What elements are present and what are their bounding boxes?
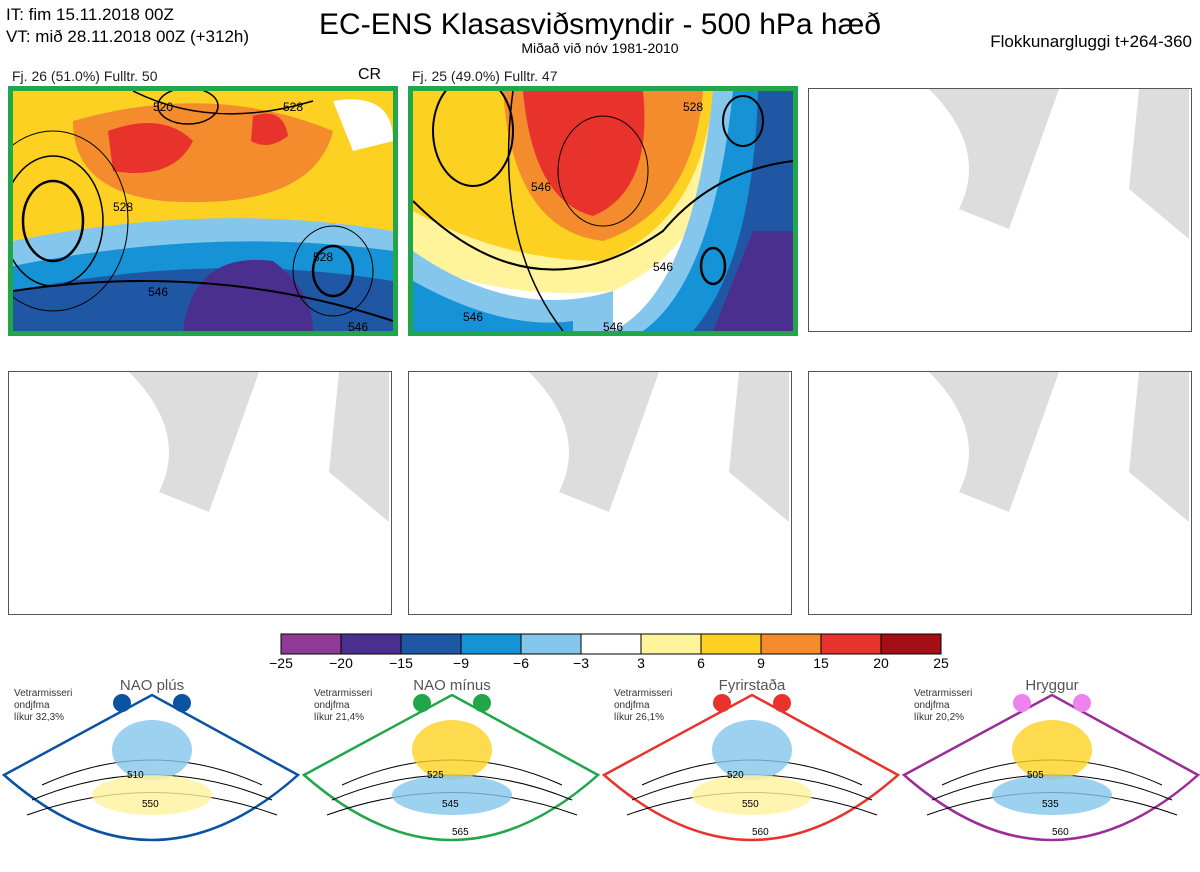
regime-info: Vetrarmisseri ondjfma líkur 26,1% [614,688,672,724]
regime-contour-label: 565 [452,827,469,838]
contour-label: 520 [153,100,173,114]
cluster-map-1[interactable]: 528 520 528 528 546 546 [8,86,398,336]
empty-map-5 [408,371,792,615]
regime-info-line: Vetrarmisseri [914,688,973,699]
colorbar-swatch [580,633,642,655]
regime-contour-label: 545 [442,799,459,810]
regime-contour-label: 510 [127,770,144,781]
regime-info-line: líkur 20,2% [914,712,965,723]
contour-label: 546 [603,320,623,331]
regime-info: Vetrarmisseri ondjfma líkur 21,4% [314,688,372,724]
regime-info-line: ondjfma [614,700,650,711]
regime-contour-label: 560 [752,827,769,838]
colorbar-tick: 6 [697,655,705,671]
regime-contour-label: 550 [142,799,159,810]
empty-map-6 [808,371,1192,615]
contour-label: 546 [148,285,168,299]
valid-time: VT: mið 28.11.2018 00Z (+312h) [6,27,250,46]
colorbar-swatch [760,633,822,655]
colorbar-tick: 15 [813,655,829,671]
contour-label: 528 [283,100,303,114]
regime-panel: 505 535 560 [901,675,1200,867]
colorbar-swatch [400,633,462,655]
colorbar [280,633,944,660]
regime-info-line: líkur 32,3% [14,712,65,723]
cluster-2-label: Fj. 25 (49.0%) Fulltr. 47 [412,68,558,84]
empty-map-3 [808,88,1192,332]
colorbar-swatch [880,633,942,655]
regime-info-line: Vetrarmisseri [14,688,73,699]
regime-contour-label: 535 [1042,799,1059,810]
colorbar-tick: −9 [453,655,469,671]
colorbar-swatch [340,633,402,655]
colorbar-tick: 3 [637,655,645,671]
contour-label: 546 [463,310,483,324]
regime-name: NAO mínus [413,677,491,694]
regime-info: Vetrarmisseri ondjfma líkur 32,3% [14,688,72,724]
colorbar-swatch [460,633,522,655]
contour-label: 528 [113,200,133,214]
regime-panel: 520 550 560 [601,675,901,867]
regime-contour-label: 550 [742,799,759,810]
contour-label: 528 [683,100,703,114]
regime-contour-label: 520 [727,770,744,781]
init-time: IT: fim 15.11.2018 00Z [6,5,174,24]
regime-info-line: líkur 26,1% [614,712,665,723]
contour-label: 528 [313,250,333,264]
colorbar-swatch [520,633,582,655]
colorbar-tick: −3 [573,655,589,671]
regime-name: NAO plús [119,677,185,694]
colorbar-swatch [700,633,762,655]
regime-contour-label: 505 [1027,770,1044,781]
regime-contour-label: 525 [427,770,444,781]
window-label: Flokkunargluggi t+264-360 [990,32,1192,51]
contour-label: 546 [531,180,551,194]
cluster-1-tag: CR [358,66,382,83]
cluster-map-2[interactable]: 546 528 546 546 546 [408,86,798,336]
regime-info-line: ondjfma [914,700,950,711]
regime-info-line: ondjfma [14,700,50,711]
colorbar-tick: −15 [389,655,413,671]
colorbar-swatch [640,633,702,655]
colorbar-tick: 25 [933,655,949,671]
regime-panel: 525 545 565 [301,675,601,867]
empty-map-4 [8,371,392,615]
page-subtitle: Miðað við nóv 1981-2010 [521,40,679,56]
cluster-1-label: Fj. 26 (51.0%) Fulltr. 50 [12,68,158,84]
regime-name: Hryggur [1025,677,1079,694]
regime-contour-label: 560 [1052,827,1069,838]
regime-info-line: ondjfma [314,700,350,711]
colorbar-swatch [280,633,342,655]
contour-label: 546 [653,260,673,274]
regime-name: Fyrirstaða [718,677,786,694]
colorbar-tick: 9 [757,655,765,671]
colorbar-tick: −25 [269,655,293,671]
regime-panel: 510 550 [1,675,301,867]
colorbar-tick: 20 [873,655,889,671]
regime-info: Vetrarmisseri ondjfma líkur 20,2% [914,688,972,724]
colorbar-tick: −20 [329,655,353,671]
page-title: EC-ENS Klasasviðsmyndir - 500 hPa hæð [319,8,881,41]
regime-info-line: Vetrarmisseri [314,688,373,699]
contour-label: 546 [348,320,368,331]
header-info: IT: fim 15.11.2018 00Z VT: mið 28.11.201… [6,4,249,48]
regime-info-line: líkur 21,4% [314,712,365,723]
regime-info-line: Vetrarmisseri [614,688,673,699]
colorbar-tick: −6 [513,655,529,671]
colorbar-swatch [820,633,882,655]
